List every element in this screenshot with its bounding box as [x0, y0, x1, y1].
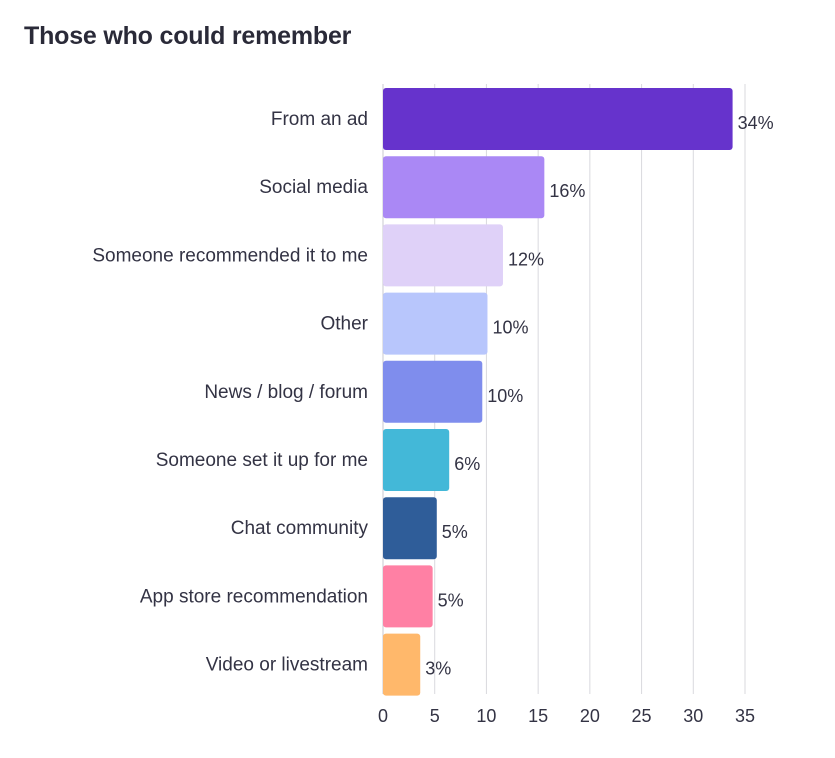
- x-tick-label: 5: [430, 706, 440, 726]
- category-label: Chat community: [231, 518, 369, 539]
- value-label: 10%: [487, 386, 523, 406]
- x-axis-ticks: 0 5 10 15 20 25 30 35: [378, 706, 755, 726]
- x-tick-label: 10: [476, 706, 496, 726]
- category-label: Video or livestream: [206, 655, 368, 676]
- category-label: News / blog / forum: [204, 382, 368, 403]
- bar: [383, 497, 437, 560]
- category-label: Someone recommended it to me: [92, 245, 368, 266]
- bars: [383, 88, 733, 696]
- category-label: Social media: [259, 177, 368, 198]
- value-label: 34%: [738, 113, 774, 133]
- value-label: 16%: [549, 181, 585, 201]
- category-label: Someone set it up for me: [156, 450, 368, 471]
- x-tick-label: 35: [735, 706, 755, 726]
- category-label: App store recommendation: [140, 586, 368, 607]
- x-tick-label: 30: [683, 706, 703, 726]
- value-label: 5%: [438, 590, 464, 610]
- bar: [383, 565, 433, 628]
- bar: [383, 88, 733, 150]
- category-label: From an ad: [271, 109, 368, 130]
- x-tick-label: 20: [580, 706, 600, 726]
- bar: [383, 292, 488, 355]
- value-label: 10%: [492, 318, 528, 338]
- x-tick-label: 15: [528, 706, 548, 726]
- category-label: Other: [320, 314, 368, 335]
- value-label: 3%: [425, 659, 451, 679]
- value-labels: 34% 16% 12% 10% 10% 6% 5% 5% 3%: [425, 113, 773, 679]
- bar: [383, 429, 450, 491]
- x-tick-label: 0: [378, 706, 388, 726]
- value-label: 6%: [454, 454, 480, 474]
- bar: [383, 156, 545, 219]
- value-label: 12%: [508, 249, 544, 269]
- category-labels: From an ad Social media Someone recommende…: [92, 109, 368, 676]
- x-tick-label: 25: [632, 706, 652, 726]
- bar: [383, 360, 483, 423]
- value-label: 5%: [442, 522, 468, 542]
- bar: [383, 224, 503, 287]
- chart-title: Those who could remember: [24, 22, 352, 50]
- bar: [383, 633, 421, 696]
